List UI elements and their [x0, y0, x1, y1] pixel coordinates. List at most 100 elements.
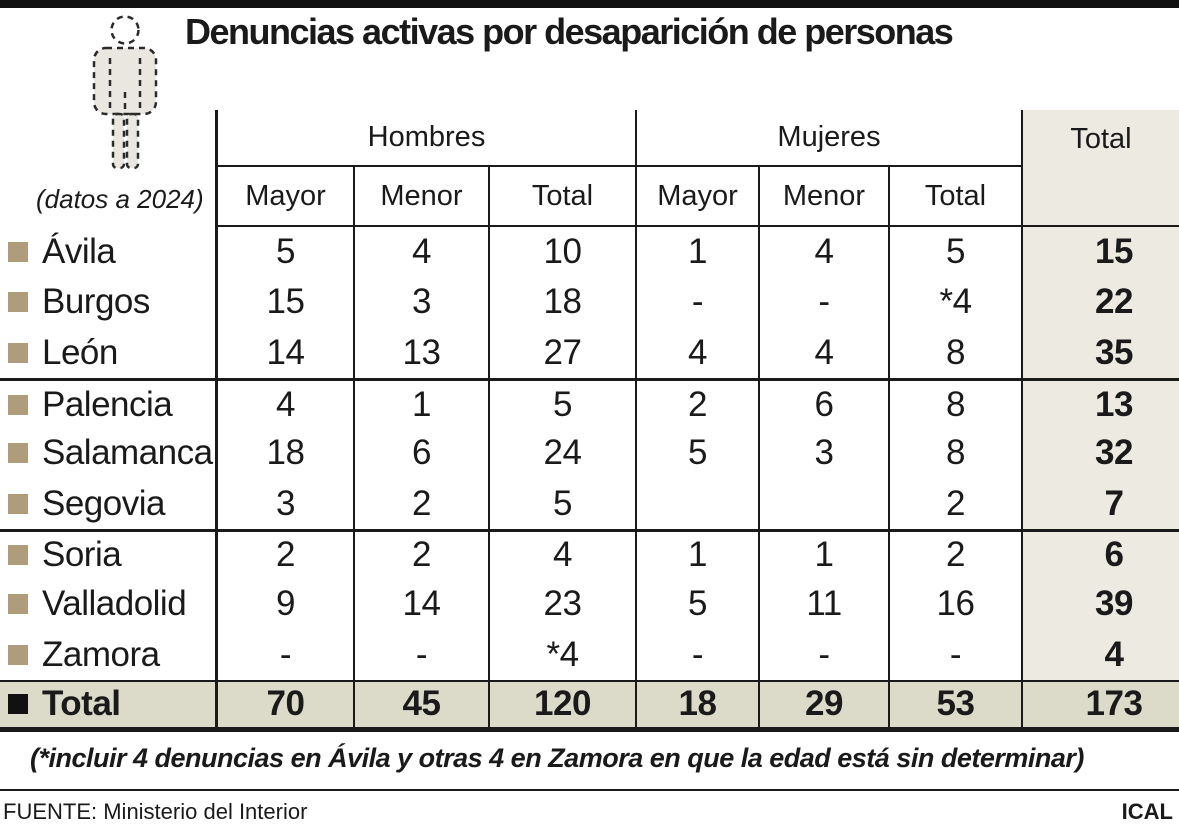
table-cell: 23 [490, 579, 637, 630]
row-bullet-icon [8, 493, 28, 514]
table-cell: 2 [637, 377, 760, 429]
province-label-cell: Salamanca [0, 428, 218, 479]
column-header-hombres-menor: Menor [355, 167, 490, 227]
table-cell: 2 [355, 478, 490, 529]
table-cell: *4 [890, 277, 1023, 328]
table-cell: 27 [490, 327, 637, 378]
table-cell: 11 [760, 579, 890, 630]
table-cell: 3 [218, 478, 355, 529]
province-label-cell: Zamora [0, 629, 218, 680]
column-header-mujeres-mayor: Mayor [637, 167, 760, 227]
table-cell: 29 [760, 679, 890, 732]
province-name: Segovia [42, 483, 165, 523]
province-name: Soria [42, 535, 122, 575]
table-cell: - [637, 277, 760, 328]
province-label-cell: Valladolid [0, 579, 218, 630]
table-cell: 1 [760, 528, 890, 580]
table-cell-row-total: 4 [1023, 629, 1179, 680]
table-cell: 1 [355, 377, 490, 429]
row-bullet-icon [8, 342, 28, 363]
top-bar [0, 0, 1179, 8]
table-cell: *4 [490, 629, 637, 680]
total-row-bullet-icon [8, 694, 28, 715]
row-bullet-icon [8, 292, 28, 313]
province-name: Valladolid [42, 584, 187, 624]
table-cell [760, 478, 890, 529]
table-cell: 9 [218, 579, 355, 630]
column-header-hombres-total: Total [490, 167, 637, 227]
table-cell: 18 [490, 277, 637, 328]
table-cell: 16 [890, 579, 1023, 630]
table-cell: 3 [355, 277, 490, 328]
table-cell-row-total: 6 [1023, 528, 1179, 580]
table-cell-row-total: 7 [1023, 478, 1179, 529]
province-label-cell: Soria [0, 528, 218, 580]
table-cell: 45 [355, 679, 490, 732]
table-cell-row-total: 39 [1023, 579, 1179, 630]
table-cell: 8 [890, 327, 1023, 378]
footnote: (*incluir 4 denuncias en Ávila y otras 4… [30, 743, 1084, 773]
column-header-hombres-mayor: Mayor [218, 167, 355, 227]
table-cell: 5 [490, 478, 637, 529]
table-cell: 4 [490, 528, 637, 580]
table-cell: 4 [218, 377, 355, 429]
row-bullet-icon [8, 545, 28, 566]
table-cell: 24 [490, 428, 637, 479]
table-cell: 13 [355, 327, 490, 378]
source-label: FUENTE: Ministerio del Interior [3, 799, 308, 824]
table-cell: 18 [637, 679, 760, 732]
table-cell: 3 [760, 428, 890, 479]
table-cell: 5 [890, 227, 1023, 278]
table-cell: 6 [355, 428, 490, 479]
column-header-total: Total [1023, 110, 1179, 227]
column-group-hombres: Hombres [218, 110, 637, 167]
province-name: Salamanca [42, 433, 213, 473]
missing-person-icon [88, 14, 162, 177]
column-header-mujeres-total: Total [890, 167, 1023, 227]
total-row-label-cell: Total [0, 679, 218, 732]
table-cell-row-total: 32 [1023, 428, 1179, 479]
column-header-mujeres-menor: Menor [760, 167, 890, 227]
table-cell: 4 [637, 327, 760, 378]
table-cell-row-total: 13 [1023, 377, 1179, 429]
table-cell: 5 [490, 377, 637, 429]
table-cell: 1 [637, 227, 760, 278]
agency-credit: ICAL [1121, 799, 1173, 824]
table-cell-grand-total: 173 [1023, 679, 1179, 732]
table-cell [637, 478, 760, 529]
province-name: Ávila [42, 232, 116, 272]
footer-divider [0, 789, 1179, 791]
table-cell-row-total: 35 [1023, 327, 1179, 378]
total-row-label: Total [42, 684, 121, 724]
data-table: (datos a 2024) Hombres Mujeres Total May… [0, 110, 1179, 732]
row-bullet-icon [8, 443, 28, 464]
province-label-cell: Burgos [0, 277, 218, 328]
table-cell: 8 [890, 428, 1023, 479]
table-cell: - [218, 629, 355, 680]
table-cell: - [355, 629, 490, 680]
table-cell-row-total: 22 [1023, 277, 1179, 328]
table-cell: 2 [218, 528, 355, 580]
table-cell: 4 [760, 327, 890, 378]
province-name: Burgos [42, 282, 150, 322]
data-year-note: (datos a 2024) [0, 110, 218, 227]
table-cell: 2 [890, 528, 1023, 580]
table-cell: 14 [218, 327, 355, 378]
table-cell: 120 [490, 679, 637, 732]
table-cell: 1 [637, 528, 760, 580]
table-cell: 15 [218, 277, 355, 328]
table-cell: 2 [355, 528, 490, 580]
row-bullet-icon [8, 594, 28, 615]
province-label-cell: León [0, 327, 218, 378]
table-cell: 53 [890, 679, 1023, 732]
table-cell: - [890, 629, 1023, 680]
table-cell: 6 [760, 377, 890, 429]
province-name: Palencia [42, 384, 173, 424]
chart-title: Denuncias activas por desaparición de pe… [185, 11, 954, 52]
table-cell-row-total: 15 [1023, 227, 1179, 278]
table-cell: 70 [218, 679, 355, 732]
table-cell: - [637, 629, 760, 680]
table-cell: 14 [355, 579, 490, 630]
table-cell: - [760, 629, 890, 680]
table-cell: 5 [637, 428, 760, 479]
